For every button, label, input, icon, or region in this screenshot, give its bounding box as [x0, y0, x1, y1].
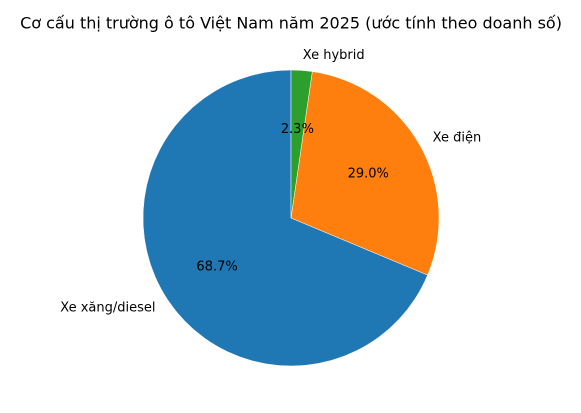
value-label: 2.3% — [281, 122, 314, 137]
value-label: 29.0% — [348, 167, 389, 182]
pie-slice — [290, 69, 313, 219]
slice-label: Xe điện — [433, 130, 482, 145]
pie-slice — [142, 69, 428, 367]
pie-slice — [290, 71, 440, 276]
slice-label: Xe hybrid — [303, 48, 365, 63]
slice-label: Xe xăng/diesel — [60, 301, 155, 316]
chart-title: Cơ cấu thị trường ô tô Việt Nam năm 2025… — [20, 14, 562, 33]
value-label: 68.7% — [196, 260, 237, 275]
